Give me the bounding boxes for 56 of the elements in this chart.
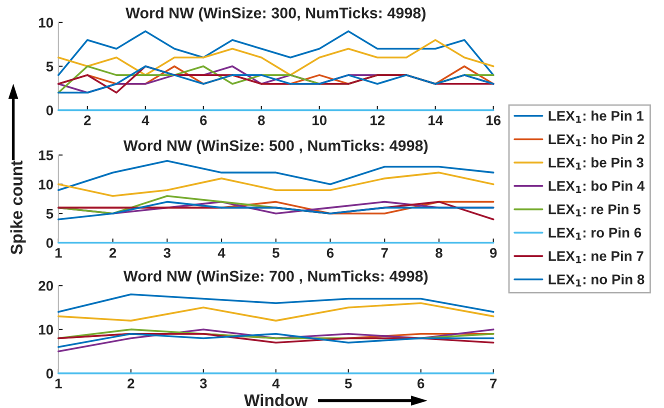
y-tick-label: 20 <box>38 280 54 291</box>
x-tick-label: 7 <box>490 378 497 388</box>
legend-label: LEX$_{1}$: bo Pin 4 <box>548 180 645 194</box>
y-tick-label: 10 <box>39 180 54 190</box>
line-series <box>58 328 494 352</box>
y-tick-label: 10 <box>39 324 54 335</box>
x-axis-title: Window <box>244 394 308 406</box>
line-series <box>58 200 494 220</box>
y-axis-title: Spike count <box>10 160 26 254</box>
line-series <box>58 332 494 348</box>
legend-label: LEX$_{1}$: he Pin 1 <box>548 110 644 123</box>
line-series <box>58 302 494 322</box>
y-tick-label: 5 <box>46 208 54 219</box>
legend-label: LEX$_{1}$: ne Pin 7 <box>548 250 644 264</box>
x-tick-label: 6 <box>418 378 424 388</box>
chart-title: Word NW (WinSize: 700 , NumTicks: 4998) <box>123 270 428 285</box>
x-tick-label: 10 <box>312 115 327 126</box>
x-tick-label: 1 <box>55 378 62 388</box>
legend-label: LEX$_{1}$: ho Pin 2 <box>548 134 644 146</box>
x-tick-label: 6 <box>326 248 334 258</box>
x-tick-label: 8 <box>258 115 265 126</box>
x-tick-label: 6 <box>200 115 207 126</box>
line-series <box>58 172 494 197</box>
line-series <box>58 160 494 192</box>
x-tick-label: 9 <box>490 248 497 258</box>
legend-label: LEX$_{1}$: be Pin 3 <box>548 157 644 170</box>
x-tick-label: 7 <box>381 248 388 258</box>
y-tick-label: 10 <box>39 18 54 28</box>
x-tick-label: 8 <box>436 248 442 258</box>
legend-label: LEX$_{1}$: no Pin 8 <box>548 274 644 286</box>
y-tick-label: 15 <box>39 150 54 160</box>
line-series <box>58 293 494 313</box>
chart-title: Word NW (WinSize: 300, NumTicks: 4998) <box>126 7 426 22</box>
x-tick-label: 4 <box>272 378 280 388</box>
x-tick-label: 2 <box>128 378 134 388</box>
x-tick-label: 5 <box>272 248 280 258</box>
x-tick-label: 5 <box>344 378 352 388</box>
y-tick-label: 0 <box>46 238 53 248</box>
x-tick-label: 3 <box>164 248 171 258</box>
line-series <box>58 39 494 76</box>
x-tick-label: 14 <box>428 116 444 126</box>
y-tick-label: 0 <box>46 368 53 378</box>
line-series <box>58 30 494 76</box>
x-tick-label: 2 <box>84 115 91 126</box>
x-tick-label: 3 <box>200 378 207 388</box>
x-tick-label: 16 <box>486 115 501 126</box>
y-tick-label: 5 <box>46 62 54 72</box>
x-tick-label: 12 <box>370 115 385 126</box>
legend-label: LEX$_{1}$: ro Pin 6 <box>548 227 642 240</box>
chart-title: Word NW (WinSize: 500 , NumTicks: 4998) <box>123 140 428 154</box>
x-tick-label: 4 <box>142 116 150 126</box>
x-tick-label: 2 <box>109 248 116 258</box>
x-tick-label: 1 <box>55 248 62 258</box>
legend-label: LEX$_{1}$: re Pin 5 <box>548 204 640 216</box>
y-tick-label: 0 <box>46 105 53 116</box>
x-tick-label: 4 <box>218 248 226 258</box>
